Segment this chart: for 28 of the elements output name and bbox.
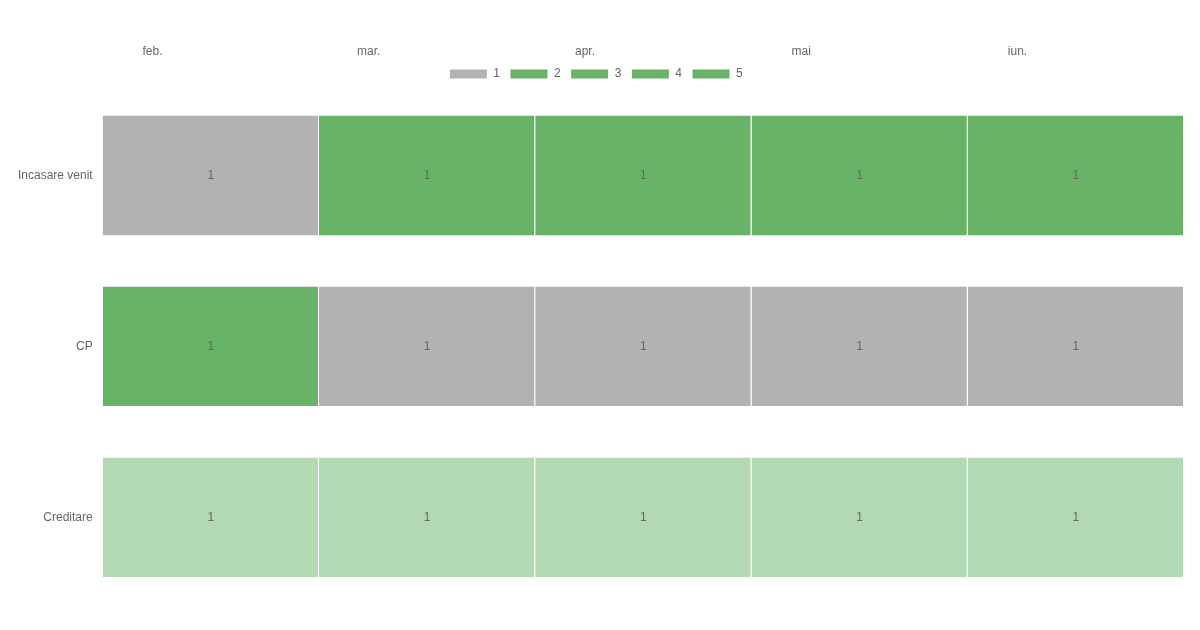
legend-label: 5 [736, 66, 744, 81]
data-label: 1 [856, 509, 864, 524]
legend-label: 1 [493, 66, 501, 81]
data-label: 1 [207, 509, 215, 524]
y-tick-label: Creditare [43, 509, 94, 524]
y-tick-label: CP [76, 338, 93, 353]
data-label: 1 [207, 338, 215, 353]
text: iun. [1007, 44, 1028, 59]
data-label: 1 [640, 338, 648, 353]
data-label: 1 [1072, 509, 1080, 524]
legend-label: 2 [553, 66, 561, 81]
data-label: 1 [856, 338, 864, 353]
text: feb. [142, 44, 163, 59]
text: mai [791, 44, 811, 59]
legend-label: 4 [675, 66, 683, 81]
legend-label: 3 [614, 66, 622, 81]
data-label: 1 [423, 338, 431, 353]
data-label: 1 [856, 167, 864, 182]
data-label: 1 [640, 167, 648, 182]
data-label: 1 [423, 167, 431, 182]
y-tick-label: Incasare venit [17, 167, 94, 182]
text: mar. [357, 44, 381, 59]
data-label: 1 [207, 167, 215, 182]
text: apr. [574, 44, 595, 59]
data-label: 1 [1072, 338, 1080, 353]
data-label: 1 [1072, 167, 1080, 182]
data-label: 1 [640, 509, 648, 524]
data-label: 1 [423, 509, 431, 524]
